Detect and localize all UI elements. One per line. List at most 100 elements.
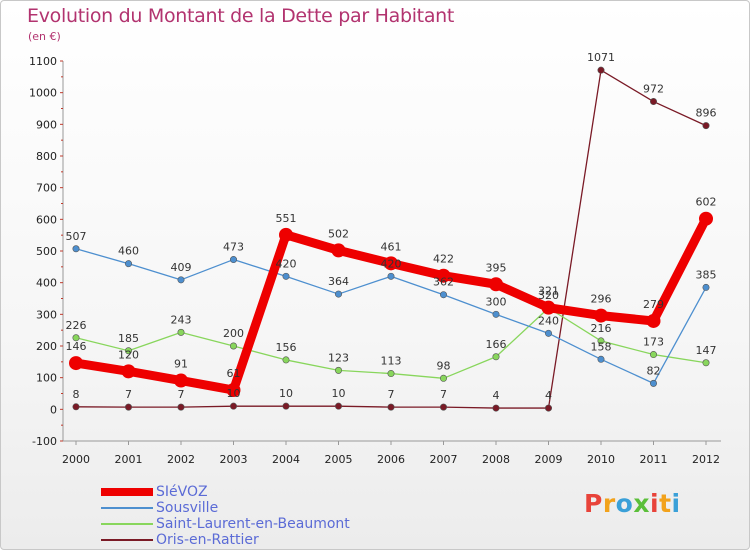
data-point (649, 98, 657, 106)
data-point (492, 310, 500, 318)
data-point (597, 355, 605, 363)
data-point (597, 66, 605, 74)
y-tick-label: 700 (36, 182, 57, 195)
data-point (702, 283, 710, 291)
data-point (72, 334, 80, 342)
x-tick-label: 2000 (62, 453, 90, 466)
x-tick-label: 2002 (167, 453, 195, 466)
data-label: 243 (171, 313, 192, 326)
legend-item: Oris-en-Rattier (101, 532, 401, 548)
data-label: 420 (381, 257, 402, 270)
y-tick-label: 500 (36, 245, 57, 258)
data-label: 7 (178, 388, 185, 401)
y-tick-label: 1000 (29, 87, 57, 100)
logo-letter: x (633, 489, 650, 518)
data-label: 364 (328, 275, 349, 288)
y-tick-label: 1100 (29, 55, 57, 68)
data-label: 82 (647, 364, 661, 377)
data-point (649, 351, 657, 359)
data-label: 226 (66, 319, 87, 332)
legend-swatch (101, 488, 153, 496)
x-tick-label: 2005 (325, 453, 353, 466)
data-point (331, 243, 346, 258)
legend-label: Saint-Laurent-en-Beaumont (156, 516, 350, 532)
data-point (384, 256, 398, 271)
legend-swatch (101, 507, 153, 509)
data-label: 200 (223, 327, 244, 340)
data-point (492, 353, 500, 361)
legend-swatch (101, 539, 153, 541)
data-point (387, 272, 395, 280)
data-point (702, 122, 710, 130)
data-label: 972 (643, 83, 664, 96)
data-label: 362 (433, 276, 454, 289)
data-point (282, 356, 290, 364)
data-point (230, 256, 238, 264)
data-label: 7 (125, 388, 132, 401)
y-tick-label: -100 (32, 435, 57, 448)
data-label: 240 (538, 314, 559, 327)
data-label: 10 (332, 387, 346, 400)
data-point (436, 268, 451, 283)
legend-item: Saint-Laurent-en-Beaumont (101, 516, 401, 532)
data-label: 296 (591, 293, 612, 306)
data-label: 8 (73, 388, 80, 401)
data-label: 146 (66, 340, 87, 353)
x-tick-label: 2001 (115, 453, 143, 466)
data-point (439, 374, 447, 382)
data-label: 507 (66, 230, 87, 243)
data-label: 461 (381, 240, 402, 253)
proxiti-logo: Proxiti (584, 489, 681, 518)
data-label: 320 (538, 289, 559, 302)
data-label: 216 (591, 322, 612, 335)
data-label: 4 (545, 389, 552, 402)
data-label: 113 (381, 355, 402, 368)
data-label: 158 (591, 340, 612, 353)
x-tick-label: 2011 (640, 453, 668, 466)
data-point (282, 272, 290, 280)
data-point (439, 403, 447, 411)
data-label: 61 (227, 367, 241, 380)
legend: SIéVOZ Sousville Saint-Laurent-en-Beaumont… (101, 484, 401, 548)
data-point (649, 379, 657, 387)
data-label: 1071 (587, 51, 615, 64)
data-point (544, 404, 552, 412)
data-point (492, 404, 500, 412)
y-tick-label: 300 (36, 308, 57, 321)
data-point (177, 403, 185, 411)
data-point (121, 364, 136, 379)
data-point (279, 227, 293, 242)
data-label: 460 (118, 245, 139, 258)
data-point (230, 342, 238, 350)
data-label: 502 (328, 227, 349, 240)
data-point (174, 373, 188, 388)
data-label: 120 (118, 348, 139, 361)
chart-title: Evolution du Montant de la Dette par Hab… (27, 5, 455, 27)
data-point (387, 403, 395, 411)
y-tick-label: 800 (36, 150, 57, 163)
data-point (69, 356, 83, 371)
data-point (544, 329, 552, 337)
legend-label: SIéVOZ (156, 484, 208, 500)
x-tick-label: 2004 (272, 453, 300, 466)
data-label: 321 (538, 285, 559, 298)
data-label: 123 (328, 351, 349, 364)
data-point (125, 347, 133, 355)
data-label: 395 (486, 261, 507, 274)
data-label: 10 (279, 387, 293, 400)
y-tick-label: 900 (36, 118, 57, 131)
data-point (646, 313, 661, 328)
data-point (702, 359, 710, 367)
data-label: 385 (696, 268, 717, 281)
legend-item: Sousville (101, 500, 401, 516)
data-point (282, 402, 290, 410)
y-tick-label: 0 (50, 403, 57, 416)
data-point (72, 403, 80, 411)
data-label: 91 (174, 358, 188, 371)
x-tick-label: 2012 (692, 453, 720, 466)
x-tick-label: 2006 (377, 453, 405, 466)
data-label: 896 (696, 107, 717, 120)
x-tick-label: 2003 (220, 453, 248, 466)
data-label: 7 (440, 388, 447, 401)
